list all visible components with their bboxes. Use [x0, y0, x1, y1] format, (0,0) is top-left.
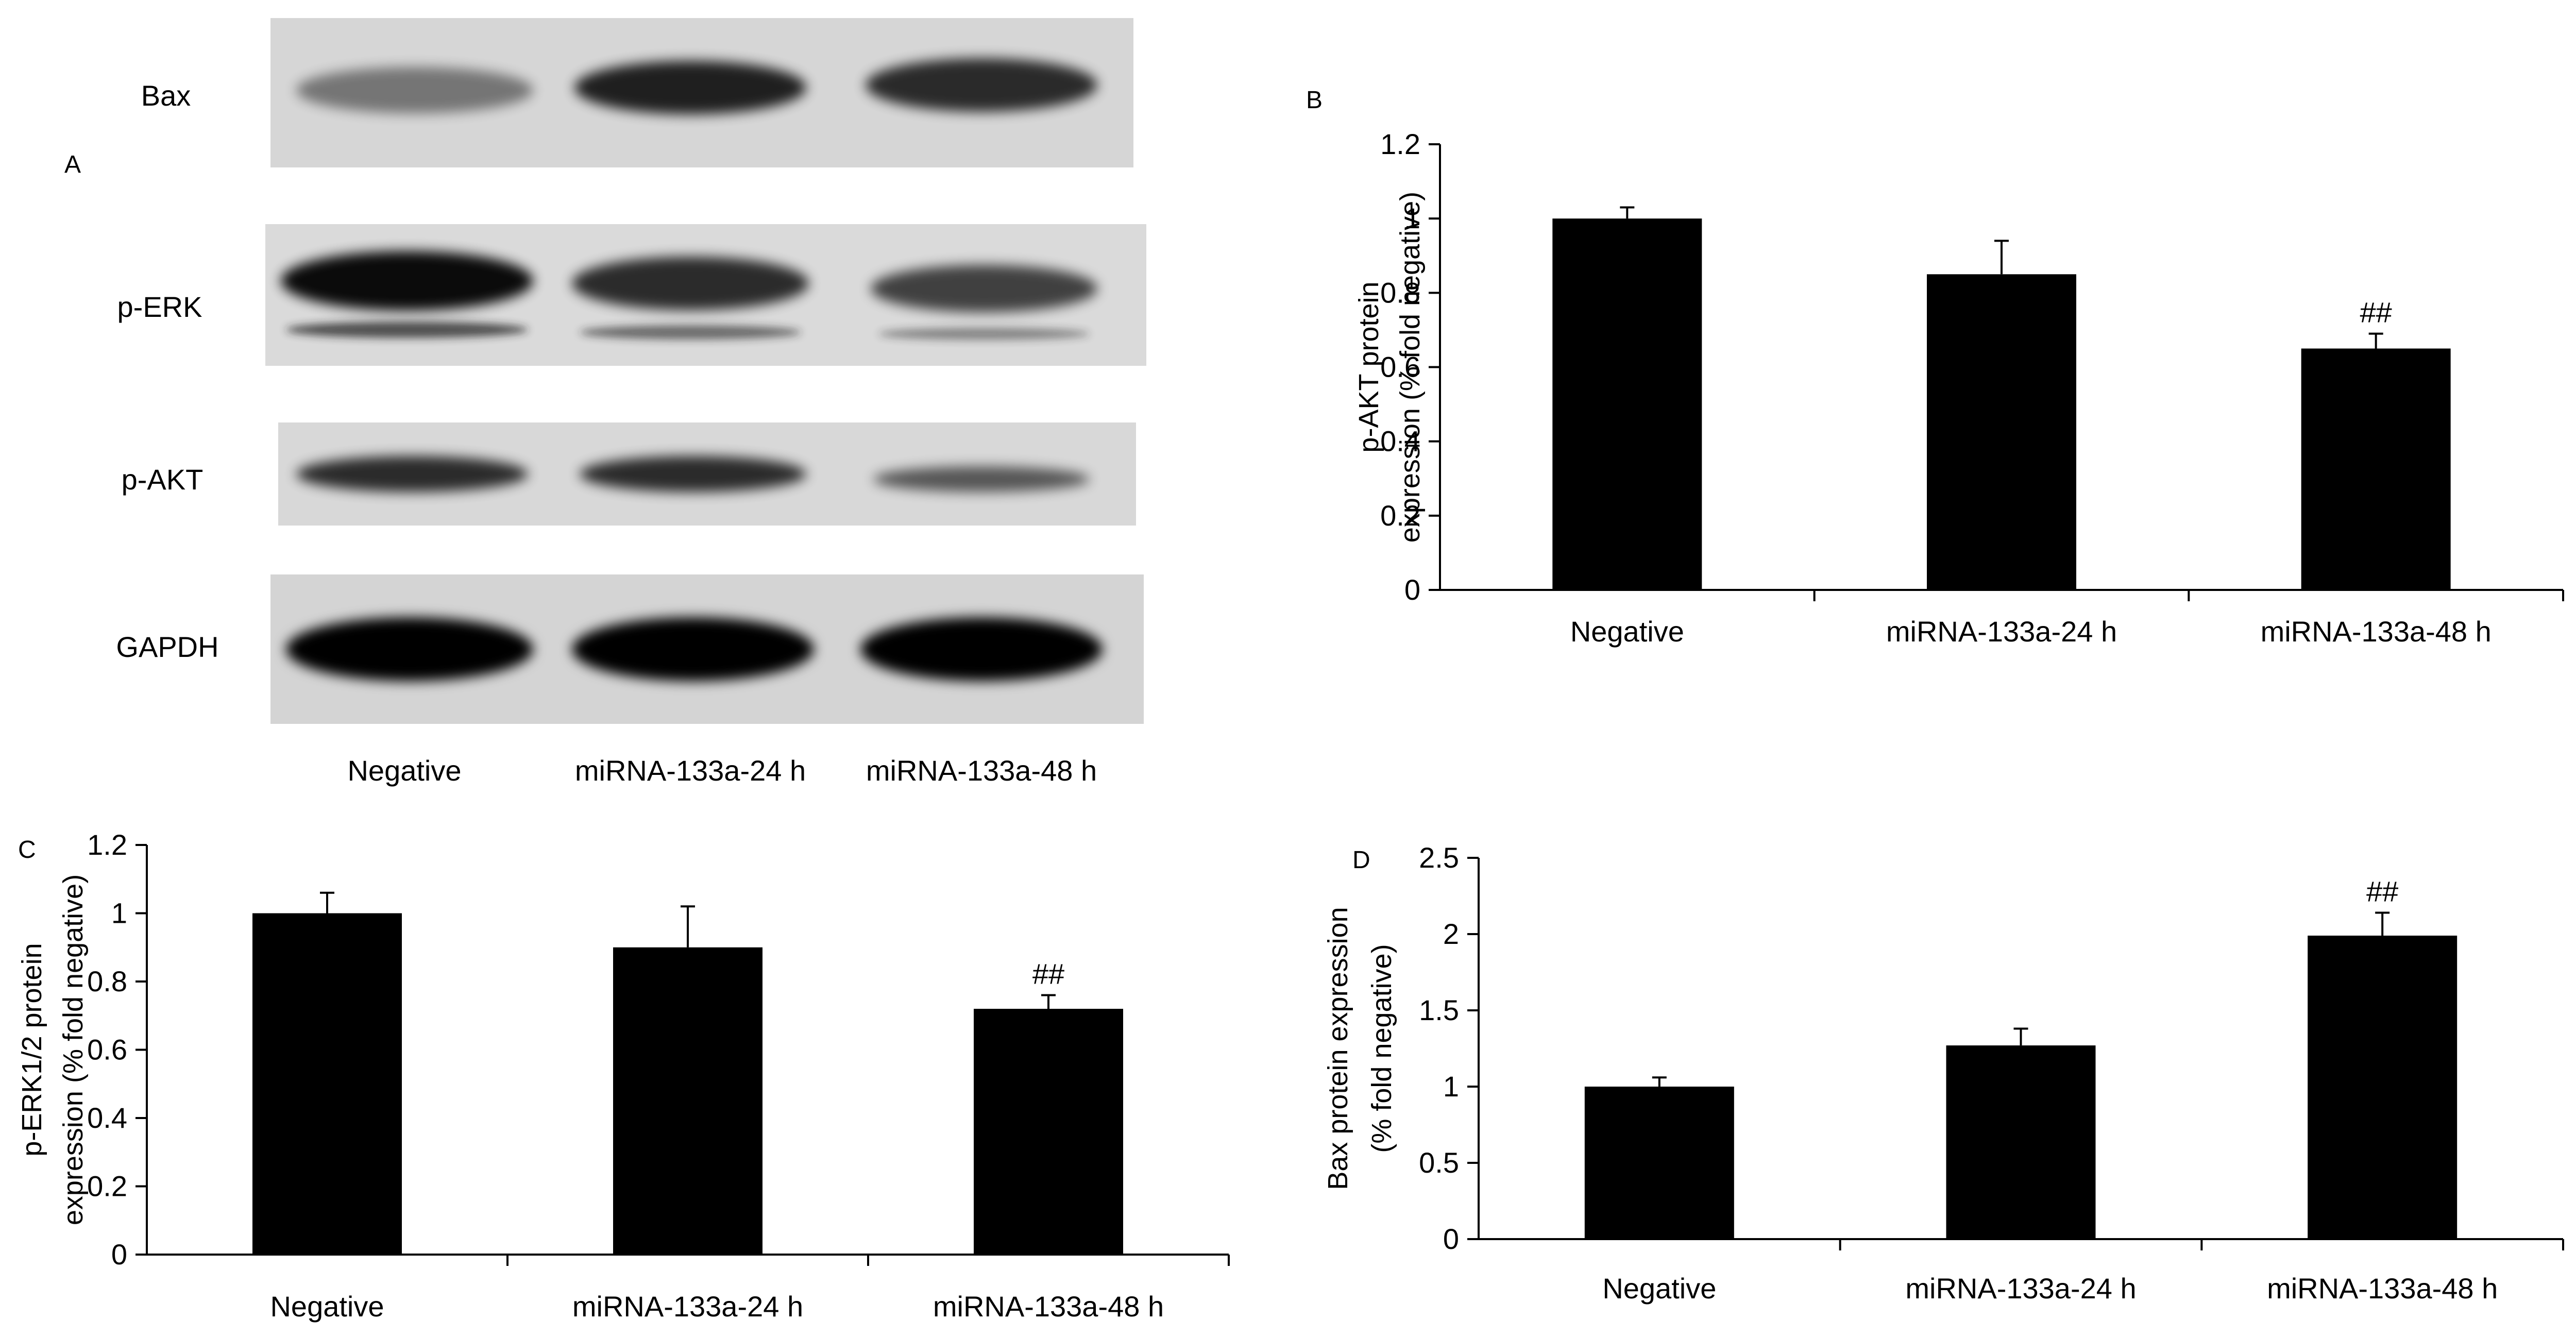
chartc-category-label: miRNA-133a-48 h [933, 1290, 1164, 1323]
chart-panel-b: B 0 0.2 0.4 0.6 0.8 1 1.2 Negative miRNA-133a-24 … [1306, 87, 2564, 648]
chartb-ytick-label: 1 [1404, 202, 1420, 234]
blot-band-p-erk-48h-lower [878, 328, 1090, 340]
chartb-y-axis-label: expression (% fold negative) [1395, 192, 1426, 543]
chartb-category-label: Negative [1570, 615, 1684, 648]
blot-band-gapdh-48h [860, 617, 1103, 681]
chartb-ytick-label: 0.6 [1380, 351, 1420, 383]
blot-label-p-akt: p-AKT [122, 463, 204, 496]
chartb-ytick-label: 1.2 [1380, 128, 1420, 160]
blot-band-p-erk-48h [871, 265, 1097, 312]
chartb-bar [1552, 218, 1702, 590]
blot-band-p-erk-24h-lower [580, 325, 801, 340]
chartd-ytick-label: 1.5 [1419, 994, 1459, 1026]
chartd-bar [2308, 935, 2458, 1239]
chartb-ytick-label: 0.4 [1380, 425, 1420, 458]
panel-a: A Bax p-ERK p-AKT GAPDH [64, 18, 1146, 787]
chart-panel-d: D 0 0.5 1 1.5 2 2.5 Negative miRNA-133a-24 h ## mi… [1323, 841, 2564, 1305]
chartc-y-axis-label: expression (% fold negative) [58, 874, 89, 1225]
blot-band-bax-48h [866, 58, 1097, 112]
chartc-significance-label: ## [1032, 958, 1064, 990]
chartb-ytick-label: 0.8 [1380, 276, 1420, 309]
blot-strip-p-akt [278, 422, 1136, 526]
chartc-ytick-label: 1.2 [87, 828, 127, 861]
chartb-bar [2301, 348, 2451, 590]
chart-panel-c: C 0 0.2 0.4 0.6 0.8 1 1.2 Negative miRNA-133a-24 … [16, 828, 1230, 1323]
chartc-bar [252, 913, 402, 1255]
blot-label-p-erk: p-ERK [117, 291, 202, 323]
blot-label-gapdh: GAPDH [116, 631, 218, 663]
chartd-bar [1584, 1087, 1734, 1239]
chartb-category-label: miRNA-133a-48 h [2261, 615, 2492, 648]
blot-strip-p-erk [265, 224, 1146, 366]
blot-strip-gapdh [270, 574, 1144, 724]
chartc-ytick-label: 0.6 [87, 1034, 127, 1066]
chartd-significance-label: ## [2366, 875, 2398, 908]
blot-band-bax-24h [574, 61, 806, 114]
lane-label-negative: Negative [347, 754, 461, 787]
chartc-category-label: Negative [270, 1290, 384, 1323]
chartd-ytick-label: 0 [1443, 1223, 1459, 1255]
blot-band-bax-negative [296, 67, 533, 113]
chartc-panel-letter: C [18, 836, 36, 864]
chartc-ytick-label: 0.4 [87, 1102, 127, 1134]
blot-band-p-akt-negative [296, 456, 528, 492]
chartd-category-label: Negative [1602, 1272, 1716, 1305]
chartb-ytick-label: 0.2 [1380, 499, 1420, 532]
chartb-category-label: miRNA-133a-24 h [1886, 615, 2117, 648]
panel-a-letter: A [64, 151, 81, 178]
chartc-category-label: miRNA-133a-24 h [572, 1290, 803, 1323]
chartd-y-axis-label: Bax protein expression [1323, 907, 1353, 1190]
chartc-y-axis-label: p-ERK1/2 protein [16, 943, 47, 1156]
chartc-bar [613, 947, 762, 1255]
chartd-category-label: miRNA-133a-48 h [2267, 1272, 2498, 1305]
lane-label-48h: miRNA-133a-48 h [866, 754, 1097, 787]
blot-strip-bax [270, 18, 1133, 167]
blot-band-p-akt-48h [873, 466, 1090, 492]
blot-band-gapdh-24h [572, 617, 814, 681]
chartd-bar [1946, 1045, 2096, 1239]
blot-label-bax: Bax [141, 79, 191, 112]
blot-band-gapdh-negative [286, 617, 533, 681]
chartc-ytick-label: 0.2 [87, 1170, 127, 1203]
chartb-panel-letter: B [1306, 87, 1323, 114]
chartb-ytick-label: 0 [1404, 573, 1420, 606]
blot-band-p-erk-negative-lower [286, 321, 528, 338]
chartd-ytick-label: 2.5 [1419, 841, 1459, 874]
blot-band-p-erk-negative [281, 251, 533, 311]
chartc-ytick-label: 0.8 [87, 965, 127, 997]
chartd-category-label: miRNA-133a-24 h [1905, 1272, 2136, 1305]
lane-label-24h: miRNA-133a-24 h [575, 754, 806, 787]
chartb-y-axis-label: p-AKT protein [1353, 281, 1384, 452]
chartd-ytick-label: 0.5 [1419, 1146, 1459, 1179]
chartd-panel-letter: D [1352, 847, 1370, 874]
chartc-ytick-label: 0 [111, 1238, 127, 1271]
chartd-ytick-label: 2 [1443, 918, 1459, 950]
chartc-bar [974, 1009, 1123, 1255]
blot-band-p-erk-24h [572, 257, 809, 310]
chartb-significance-label: ## [2360, 296, 2392, 329]
chartc-ytick-label: 1 [111, 897, 127, 929]
chartd-y-axis-label: (% fold negative) [1366, 944, 1397, 1153]
chartb-bar [1927, 274, 2076, 590]
blot-band-p-akt-24h [580, 456, 806, 492]
chartd-ytick-label: 1 [1443, 1070, 1459, 1103]
